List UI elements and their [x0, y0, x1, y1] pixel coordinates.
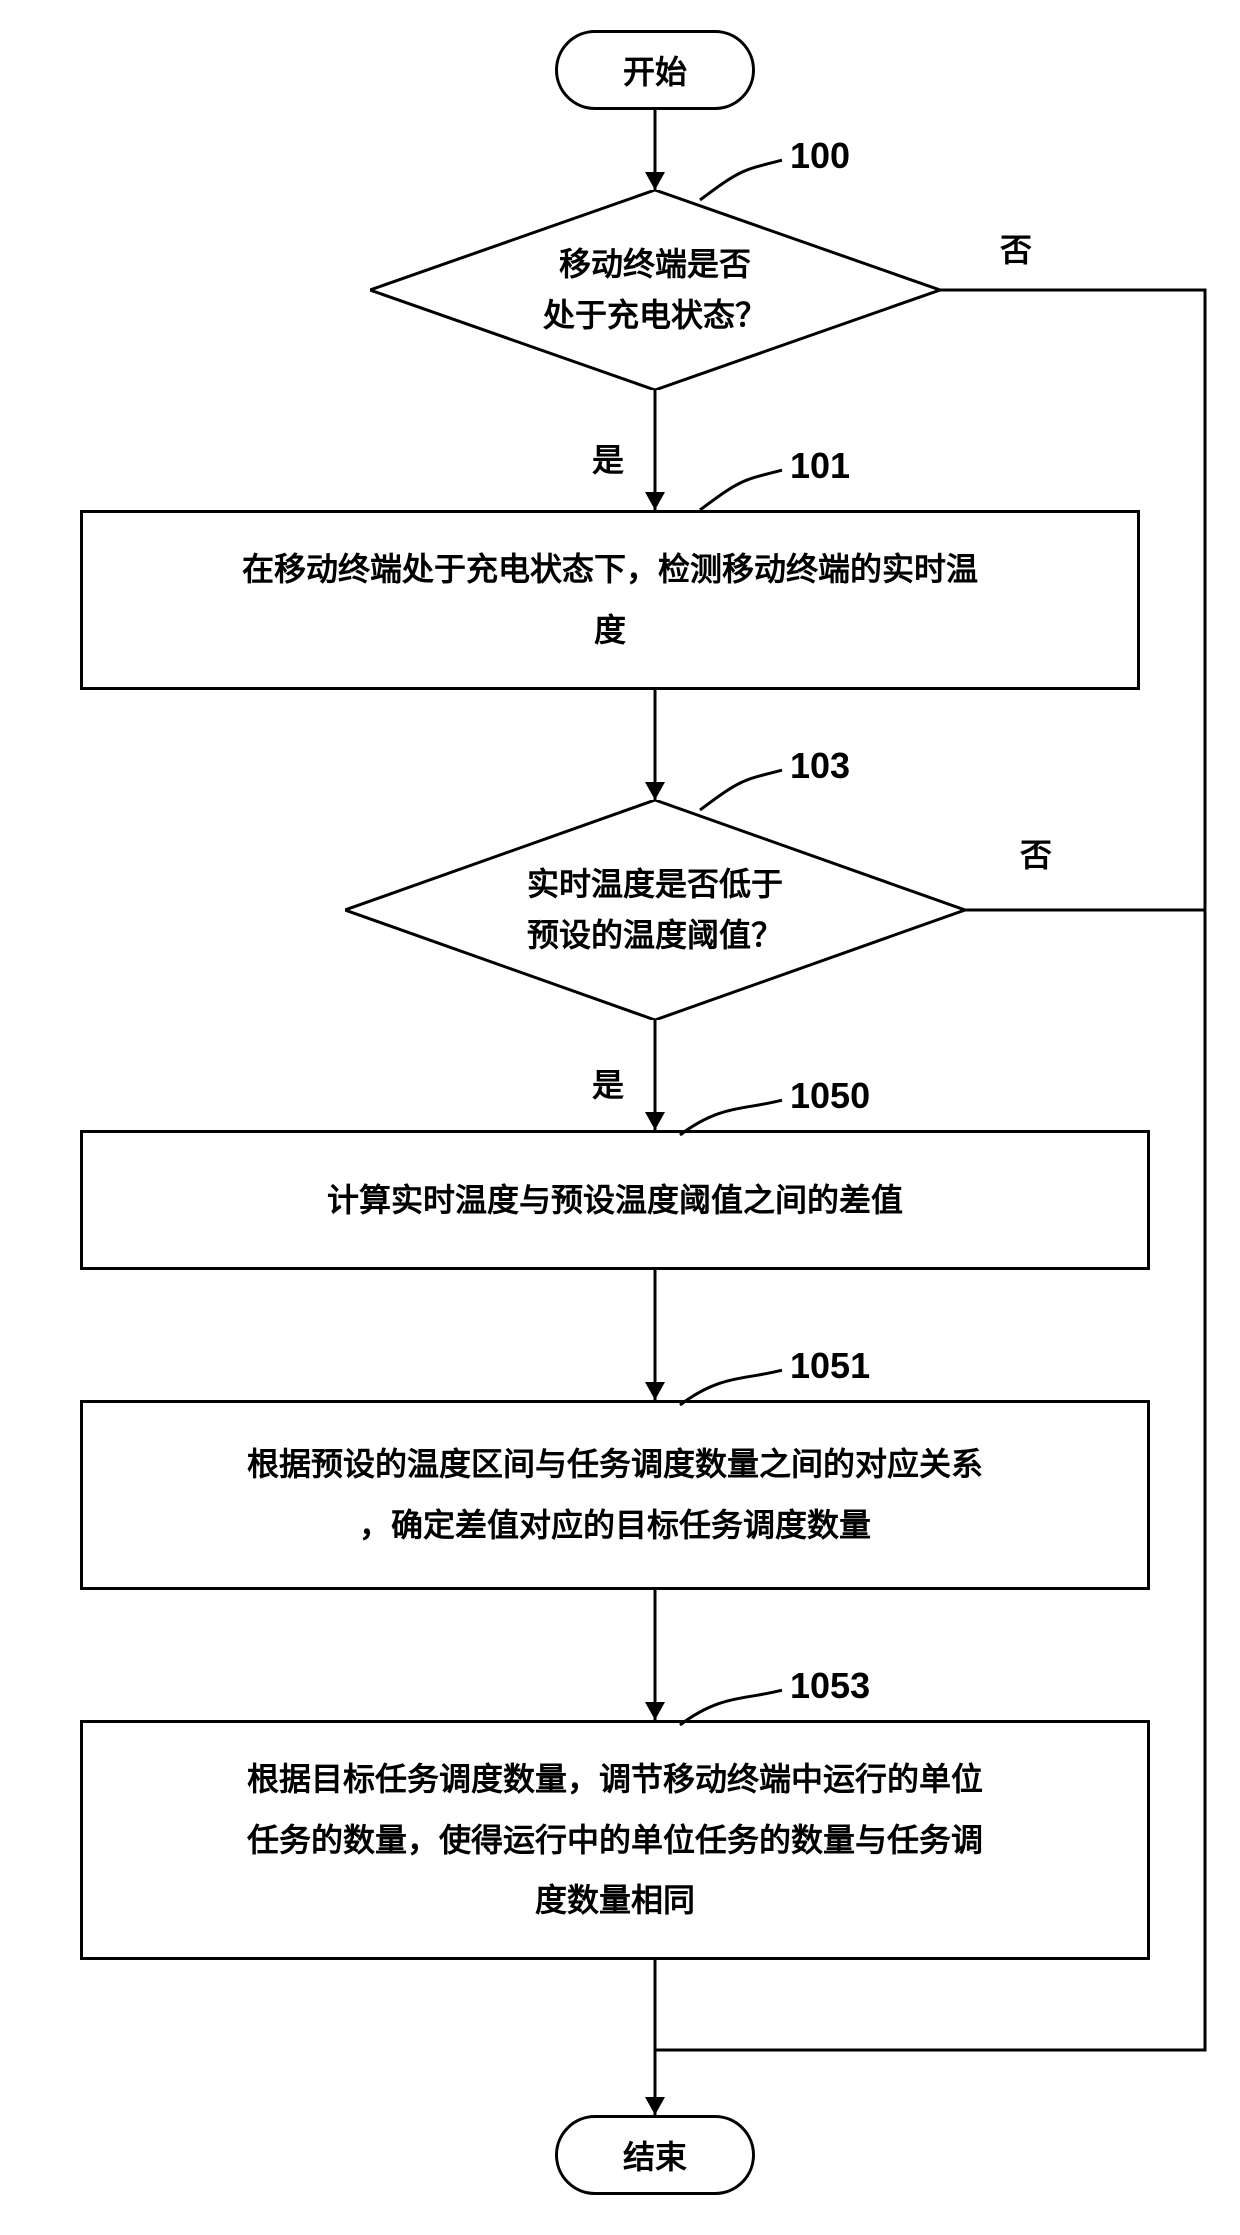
decision-103-text: 实时温度是否低于预设的温度阈值？	[527, 859, 783, 961]
flowchart-canvas: 开始 移动终端是否处于充电状态？ 在移动终端处于充电状态下，检测移动终端的实时温…	[0, 0, 1240, 2235]
decision-100-text: 移动终端是否处于充电状态？	[543, 239, 767, 341]
